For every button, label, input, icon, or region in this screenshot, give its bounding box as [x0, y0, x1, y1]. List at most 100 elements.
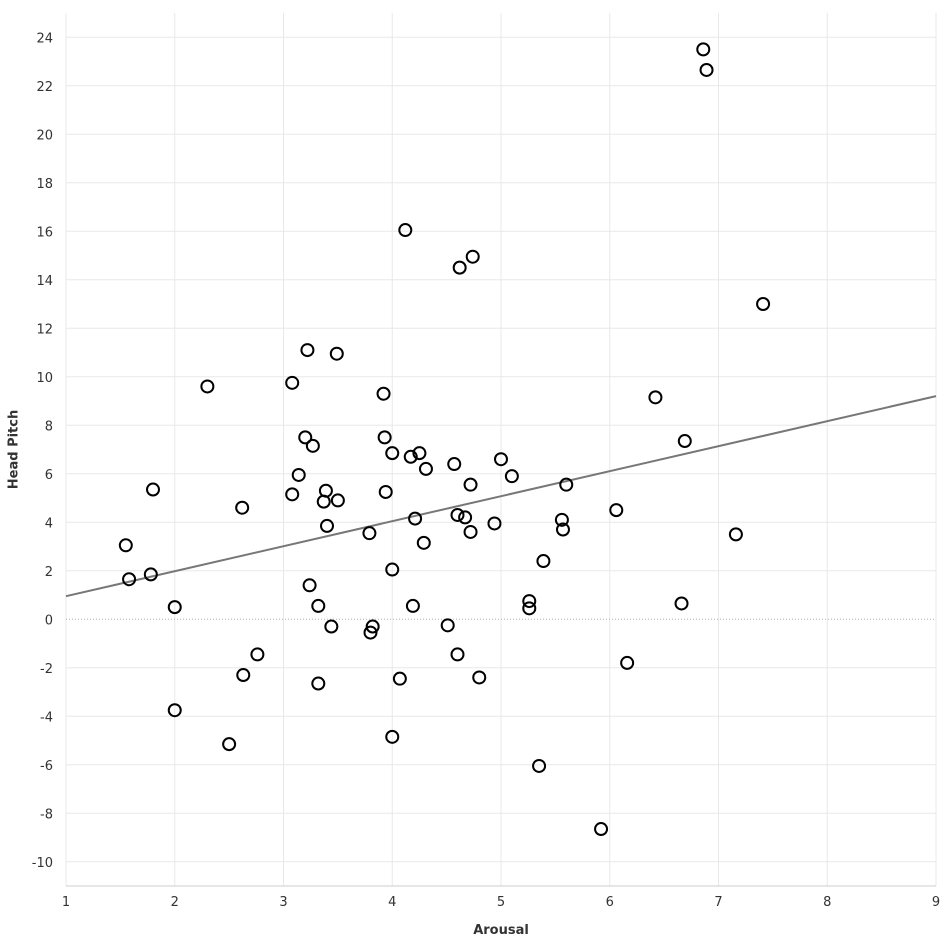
data-point-21 [318, 483, 333, 498]
data-point-25 [330, 493, 345, 508]
data-point-55 [504, 469, 519, 484]
data-point-0 [118, 538, 133, 553]
data-point-29 [376, 386, 391, 401]
y-tick-label: -8 [40, 807, 53, 822]
data-point-40 [412, 446, 427, 461]
y-tick-label: 2 [45, 565, 53, 580]
data-point-27 [363, 625, 378, 640]
data-point-53 [487, 516, 502, 531]
data-point-62 [559, 477, 574, 492]
y-tick-label: 8 [45, 419, 53, 434]
data-point-57 [522, 601, 537, 616]
data-point-15 [300, 343, 315, 358]
y-tick-label: 22 [36, 80, 53, 95]
data-point-59 [536, 554, 551, 569]
y-tick-label: 4 [45, 516, 53, 531]
data-point-2 [143, 567, 158, 582]
data-point-10 [250, 647, 265, 662]
data-point-46 [450, 647, 465, 662]
data-point-67 [674, 596, 689, 611]
data-point-17 [305, 438, 320, 453]
data-point-44 [447, 457, 462, 472]
data-point-8 [235, 500, 250, 515]
x-tick-label: 7 [714, 895, 722, 910]
data-point-54 [494, 452, 508, 467]
data-point-35 [392, 671, 407, 686]
data-point-43 [440, 618, 455, 633]
data-point-13 [291, 467, 306, 482]
data-point-22 [320, 518, 334, 533]
data-point-12 [285, 487, 300, 502]
data-point-11 [285, 375, 300, 390]
trend-line [65, 395, 937, 598]
y-tick-label: -4 [40, 710, 53, 725]
data-point-64 [609, 503, 624, 518]
data-point-58 [532, 758, 547, 773]
data-point-18 [311, 598, 326, 613]
data-point-60 [554, 512, 569, 527]
data-point-28 [365, 619, 380, 634]
data-point-52 [472, 670, 487, 685]
y-tick-label: 0 [45, 613, 53, 628]
data-point-72 [756, 297, 771, 311]
data-point-56 [522, 594, 537, 609]
data-points [118, 42, 771, 837]
data-point-49 [463, 477, 478, 492]
y-tick-label: -6 [40, 759, 53, 774]
data-point-7 [222, 737, 237, 752]
data-point-63 [594, 822, 609, 837]
data-point-66 [648, 390, 663, 405]
data-point-45 [450, 507, 465, 522]
data-point-48 [458, 510, 473, 525]
data-point-1 [122, 572, 137, 587]
data-point-3 [146, 482, 160, 497]
data-point-38 [405, 598, 420, 613]
data-point-24 [329, 346, 344, 361]
data-point-30 [377, 430, 392, 445]
data-point-16 [302, 578, 317, 593]
x-tick-label: 2 [171, 895, 179, 910]
y-tick-label: 12 [36, 322, 53, 337]
data-point-34 [385, 729, 400, 744]
x-gridlines [65, 13, 937, 886]
y-tick-label: -2 [40, 662, 53, 677]
data-point-47 [452, 260, 467, 275]
x-tick-label: 8 [823, 895, 831, 910]
data-point-42 [418, 461, 433, 476]
data-point-37 [403, 449, 418, 464]
data-point-5 [167, 703, 182, 718]
data-point-61 [555, 522, 570, 537]
data-point-51 [465, 249, 480, 264]
data-point-68 [677, 434, 692, 449]
x-tick-label: 1 [62, 895, 70, 910]
y-tick-label: 24 [36, 31, 53, 46]
y-tick-label: 10 [36, 371, 53, 386]
data-point-50 [463, 524, 478, 539]
y-tick-label: -10 [32, 856, 53, 871]
data-point-33 [385, 562, 400, 577]
data-point-6 [200, 379, 215, 394]
x-tick-labels: 1 2 3 4 5 6 7 8 9 [62, 895, 940, 910]
y-tick-label: 20 [36, 128, 53, 143]
y-tick-label: 18 [36, 177, 53, 192]
data-point-71 [728, 527, 743, 542]
y-axis-title: Head Pitch [7, 410, 22, 489]
data-point-20 [316, 494, 331, 509]
data-point-9 [236, 668, 251, 683]
data-point-23 [324, 619, 339, 634]
x-tick-label: 4 [388, 895, 396, 910]
data-point-39 [408, 511, 423, 526]
data-point-69 [696, 42, 711, 57]
data-point-31 [378, 484, 393, 499]
data-point-14 [298, 430, 313, 445]
data-point-4 [167, 600, 182, 615]
data-point-70 [699, 62, 714, 77]
y-tick-label: 16 [36, 225, 53, 240]
y-gridlines [66, 36, 936, 863]
y-tick-label: 14 [36, 274, 53, 289]
data-point-32 [385, 446, 400, 461]
data-point-65 [620, 655, 635, 670]
data-point-41 [416, 535, 431, 550]
